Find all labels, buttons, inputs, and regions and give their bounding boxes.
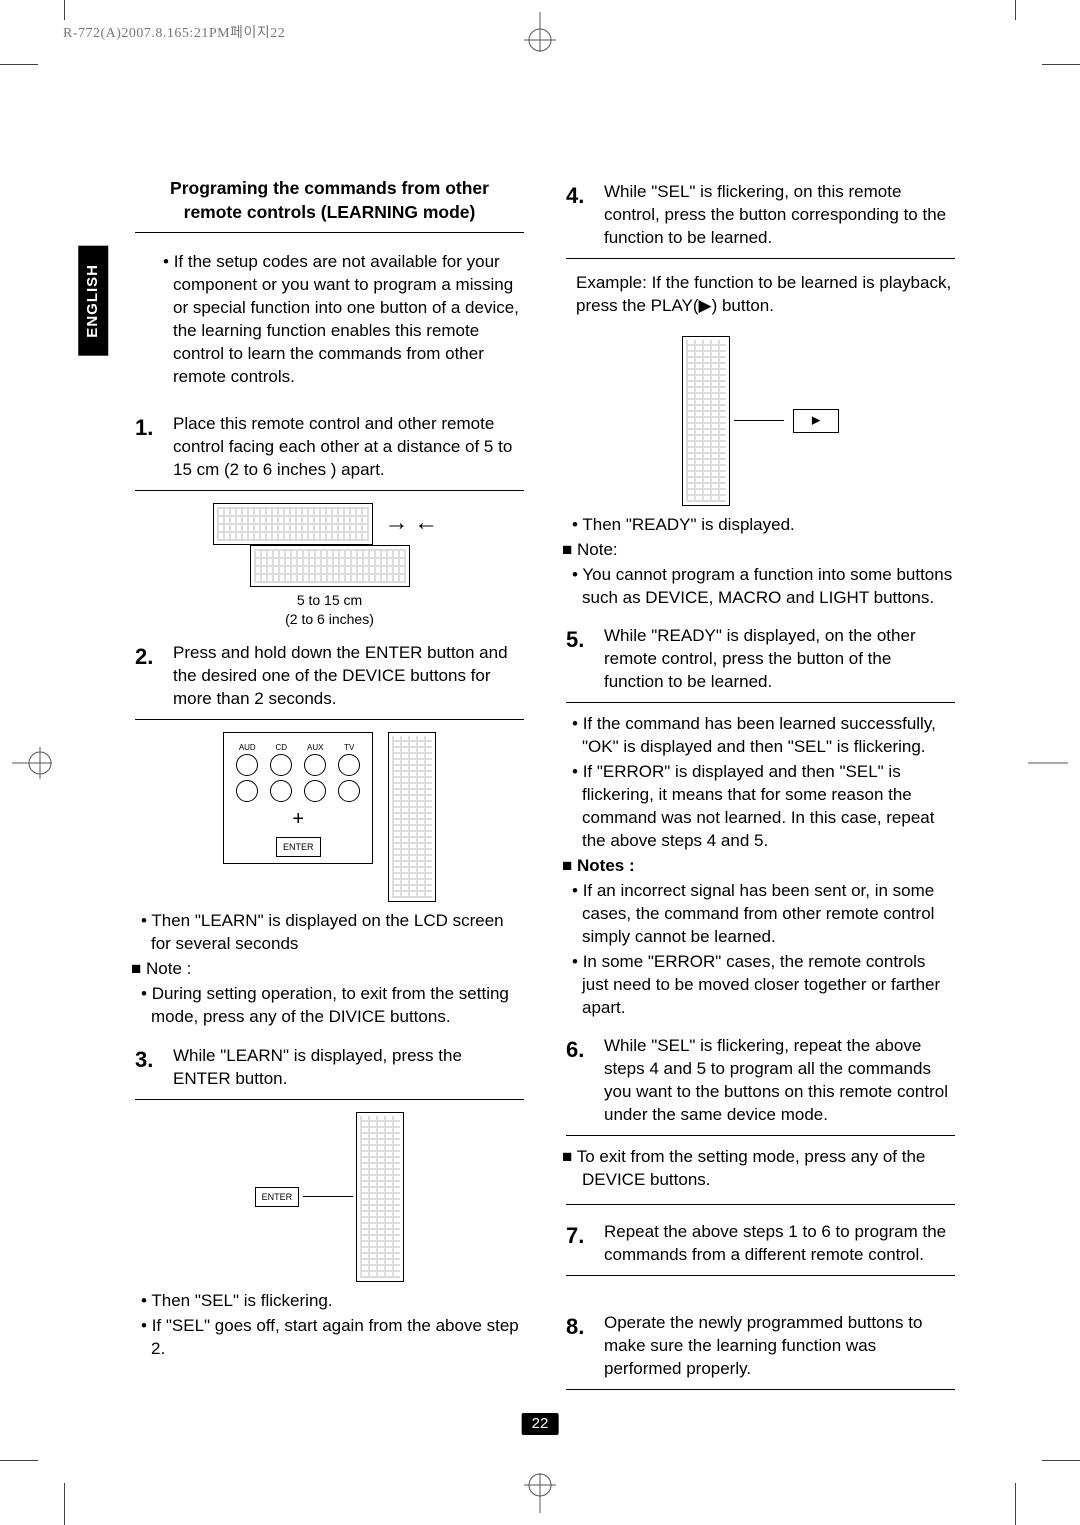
enter-button-icon: ENTER <box>255 1187 300 1207</box>
crop-line <box>64 0 65 20</box>
crop-line <box>1015 0 1016 20</box>
register-top <box>500 12 580 52</box>
remote-side-icon <box>250 545 410 587</box>
step-body: Place this remote control and other remo… <box>135 413 524 482</box>
register-right <box>1028 723 1068 803</box>
step-number: 7. <box>566 1221 596 1251</box>
figure-distance: → ← 5 to 15 cm (2 to 6 inches) <box>135 503 524 629</box>
step-8: 8. Operate the newly programmed buttons … <box>566 1306 955 1390</box>
step-4-example: Example: If the function to be learned i… <box>566 269 955 324</box>
step-6-exit: ■ To exit from the setting mode, press a… <box>566 1146 955 1205</box>
step-number: 1. <box>135 413 165 443</box>
crop-line <box>0 64 38 65</box>
step-number: 2. <box>135 642 165 672</box>
step-body: While "SEL" is flickering, repeat the ab… <box>566 1035 955 1127</box>
crop-line <box>1015 1483 1016 1525</box>
enter-button-icon: ENTER <box>276 837 321 857</box>
step-2: 2. Press and hold down the ENTER button … <box>135 636 524 720</box>
crop-line <box>1042 64 1080 65</box>
step-5-notes: • If the command has been learned succes… <box>566 713 955 1019</box>
crop-line <box>0 1460 38 1461</box>
remote-front-icon <box>356 1112 404 1282</box>
remote-front-icon <box>682 336 730 506</box>
remote-front-icon <box>388 732 436 902</box>
register-bottom <box>500 1473 580 1513</box>
step-6: 6. While "SEL" is flickering, repeat the… <box>566 1029 955 1136</box>
arrow-left-icon: ← <box>414 507 438 539</box>
step-body: While "SEL" is flickering, on this remot… <box>566 181 955 250</box>
device-buttons-icon: AUD CD AUX TV + ENTER <box>223 732 373 864</box>
left-column: Programing the commands from other remot… <box>135 175 524 1400</box>
language-tab: ENGLISH <box>78 246 108 356</box>
remote-side-icon <box>213 503 373 545</box>
connector-line-icon <box>734 420 784 421</box>
figure-caption: 5 to 15 cm (2 to 6 inches) <box>135 591 524 629</box>
step-body: Press and hold down the ENTER button and… <box>135 642 524 711</box>
step-5: 5. While "READY" is displayed, on the ot… <box>566 619 955 703</box>
header-imprint: R-772(A)2007.8.165:21PM페이지22 <box>63 25 285 44</box>
step-4-notes: • Then "READY" is displayed. ■ Note: • Y… <box>566 514 955 610</box>
step-7: 7. Repeat the above steps 1 to 6 to prog… <box>566 1215 955 1276</box>
right-column: 4. While "SEL" is flickering, on this re… <box>566 175 955 1400</box>
register-left <box>12 723 52 803</box>
step-body: While "READY" is displayed, on the other… <box>566 625 955 694</box>
connector-line-icon <box>303 1196 353 1197</box>
step-number: 4. <box>566 181 596 211</box>
intro-text: • If the setup codes are not available f… <box>135 251 524 389</box>
step-3-notes: • Then "SEL" is flickering. • If "SEL" g… <box>135 1290 524 1361</box>
step-number: 6. <box>566 1035 596 1065</box>
step-2-notes: • Then "LEARN" is displayed on the LCD s… <box>135 910 524 1029</box>
step-number: 3. <box>135 1045 165 1075</box>
arrow-right-icon: → <box>385 507 409 539</box>
crop-line <box>1042 1460 1080 1461</box>
step-1: 1. Place this remote control and other r… <box>135 407 524 491</box>
page-number: 22 <box>522 1413 559 1435</box>
figure-enter: ENTER <box>135 1112 524 1282</box>
figure-play <box>566 336 955 506</box>
step-number: 8. <box>566 1312 596 1342</box>
page-content: Programing the commands from other remot… <box>135 175 955 1400</box>
play-button-icon <box>793 409 839 433</box>
step-body: Operate the newly programmed buttons to … <box>566 1312 955 1381</box>
section-title: Programing the commands from other remot… <box>135 175 524 233</box>
plus-icon: + <box>236 806 360 833</box>
intro-body: If the setup codes are not available for… <box>173 252 519 386</box>
step-4: 4. While "SEL" is flickering, on this re… <box>566 175 955 259</box>
figure-device-enter: AUD CD AUX TV + ENTER <box>135 732 524 902</box>
step-body: While "LEARN" is displayed, press the EN… <box>135 1045 524 1091</box>
step-3: 3. While "LEARN" is displayed, press the… <box>135 1039 524 1100</box>
step-number: 5. <box>566 625 596 655</box>
crop-line <box>64 1483 65 1525</box>
step-body: Repeat the above steps 1 to 6 to program… <box>566 1221 955 1267</box>
